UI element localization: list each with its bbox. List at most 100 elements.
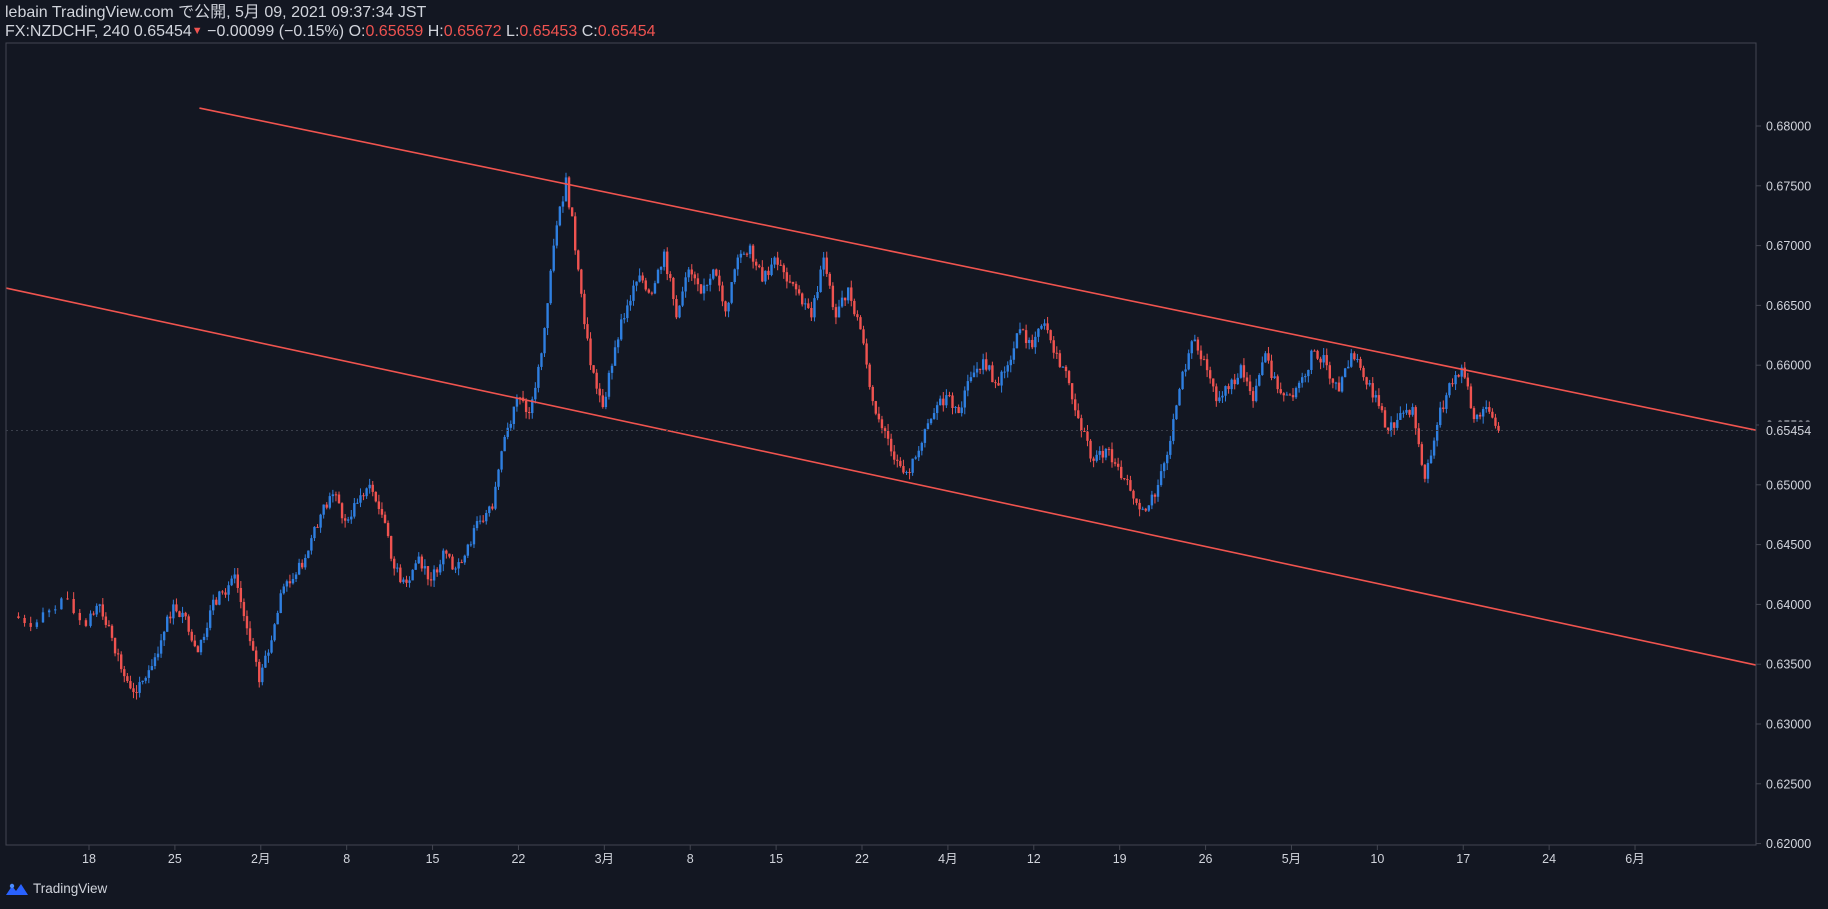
candle-body [1411,407,1414,415]
price-axis[interactable]: 0.680000.675000.670000.665000.660000.655… [6,120,1825,852]
candle-body [205,627,209,637]
candle-body [822,257,825,270]
candle-body [1340,377,1344,392]
candle-body [1215,386,1218,402]
candle-body [322,504,325,515]
candle-body [1377,395,1381,407]
candle-body [199,639,203,653]
candle-body [865,343,868,365]
candle-body [1135,498,1138,503]
candle-body [17,616,20,618]
candle-body [926,423,930,430]
candle-body [862,329,865,344]
candle-body [883,428,887,431]
candle-body [1282,393,1285,396]
candle-body [1061,366,1065,368]
candle-body [908,472,911,474]
candle-body [1457,375,1460,377]
candle-body [1218,397,1221,402]
time-tick-label: 18 [82,852,96,866]
time-axis[interactable]: 18 25 2月 8 15 22 3月 8 15 22 4月 12 19 26 5月 10 17 24 6月 [82,845,1645,866]
candle-body [169,616,172,619]
candle-body [1021,329,1025,331]
price-tick-label: 0.64500 [1766,538,1811,552]
candle-body [1107,448,1111,450]
candle-body [340,503,344,519]
candle-body [1294,388,1298,398]
candle-body [1233,379,1236,385]
candle-body [184,612,187,617]
candle-body [66,598,69,600]
candle-body [1077,410,1080,419]
candle-body [1132,490,1135,499]
plot-border [5,42,1757,846]
candle-body [386,522,390,537]
candle-body [623,318,626,320]
candlestick-series [17,172,1500,700]
candle-body [1485,407,1488,410]
channel-line-lower[interactable] [5,287,1757,666]
candle-body [1000,371,1003,386]
candle-body [693,274,697,279]
candle-body [1448,383,1451,396]
price-tick-label: 0.67500 [1766,179,1811,193]
candle-body [1313,350,1316,352]
candle-body [1181,371,1184,390]
candle-body [1159,471,1163,486]
price-tick-label: 0.66500 [1766,299,1811,313]
candle-body [1435,425,1439,441]
candle-body [935,405,939,414]
candle-body [1325,355,1328,366]
candle-body [770,264,773,276]
candle-body [831,285,835,308]
candle-body [451,556,454,570]
candle-body [678,305,681,318]
candle-body [144,677,147,681]
candle-body [1245,377,1249,382]
candle-body [485,513,488,522]
candle-body [1417,428,1420,445]
channel-line-upper[interactable] [199,107,1757,431]
footer-brand[interactable]: TradingView [5,881,107,896]
candle-body [978,368,982,370]
candle-body [1261,362,1264,376]
candle-body [389,536,393,559]
candle-body [282,586,285,594]
candle-body [1058,353,1062,367]
candle-body [208,610,212,628]
candle-body [1273,376,1276,379]
candle-body [172,604,175,619]
candle-body [1027,339,1031,344]
candle-body [221,591,224,593]
symbol-label[interactable]: FX:NZDCHF, 240 [5,23,130,40]
candle-body [120,654,123,670]
candle-body [1258,375,1261,386]
candle-body [267,652,270,656]
candle-body [537,366,540,388]
candle-body [337,494,341,504]
candle-body [656,269,660,284]
candle-body [1439,407,1442,425]
candle-body [1297,382,1301,389]
candle-body [583,293,586,325]
candle-body [644,280,647,290]
candle-body [123,669,126,677]
candle-body [1031,339,1034,348]
time-tick-label: 8 [687,852,694,866]
candle-body [1166,454,1169,464]
publish-info: lebain TradingView.com で公開, 5月 09, 2021 … [5,4,427,21]
last-price-badge [1759,421,1825,440]
candle-body [294,574,298,579]
candle-body [273,624,276,641]
candle-body [948,395,951,397]
candle-body [527,412,531,414]
candle-body [1116,463,1120,467]
candle-body [601,395,605,408]
candle-body [212,599,215,611]
candle-body [156,653,160,658]
time-tick-label: 26 [1199,852,1213,866]
candle-body [1129,480,1132,491]
candle-body [463,555,466,563]
candle-body [1334,382,1338,384]
